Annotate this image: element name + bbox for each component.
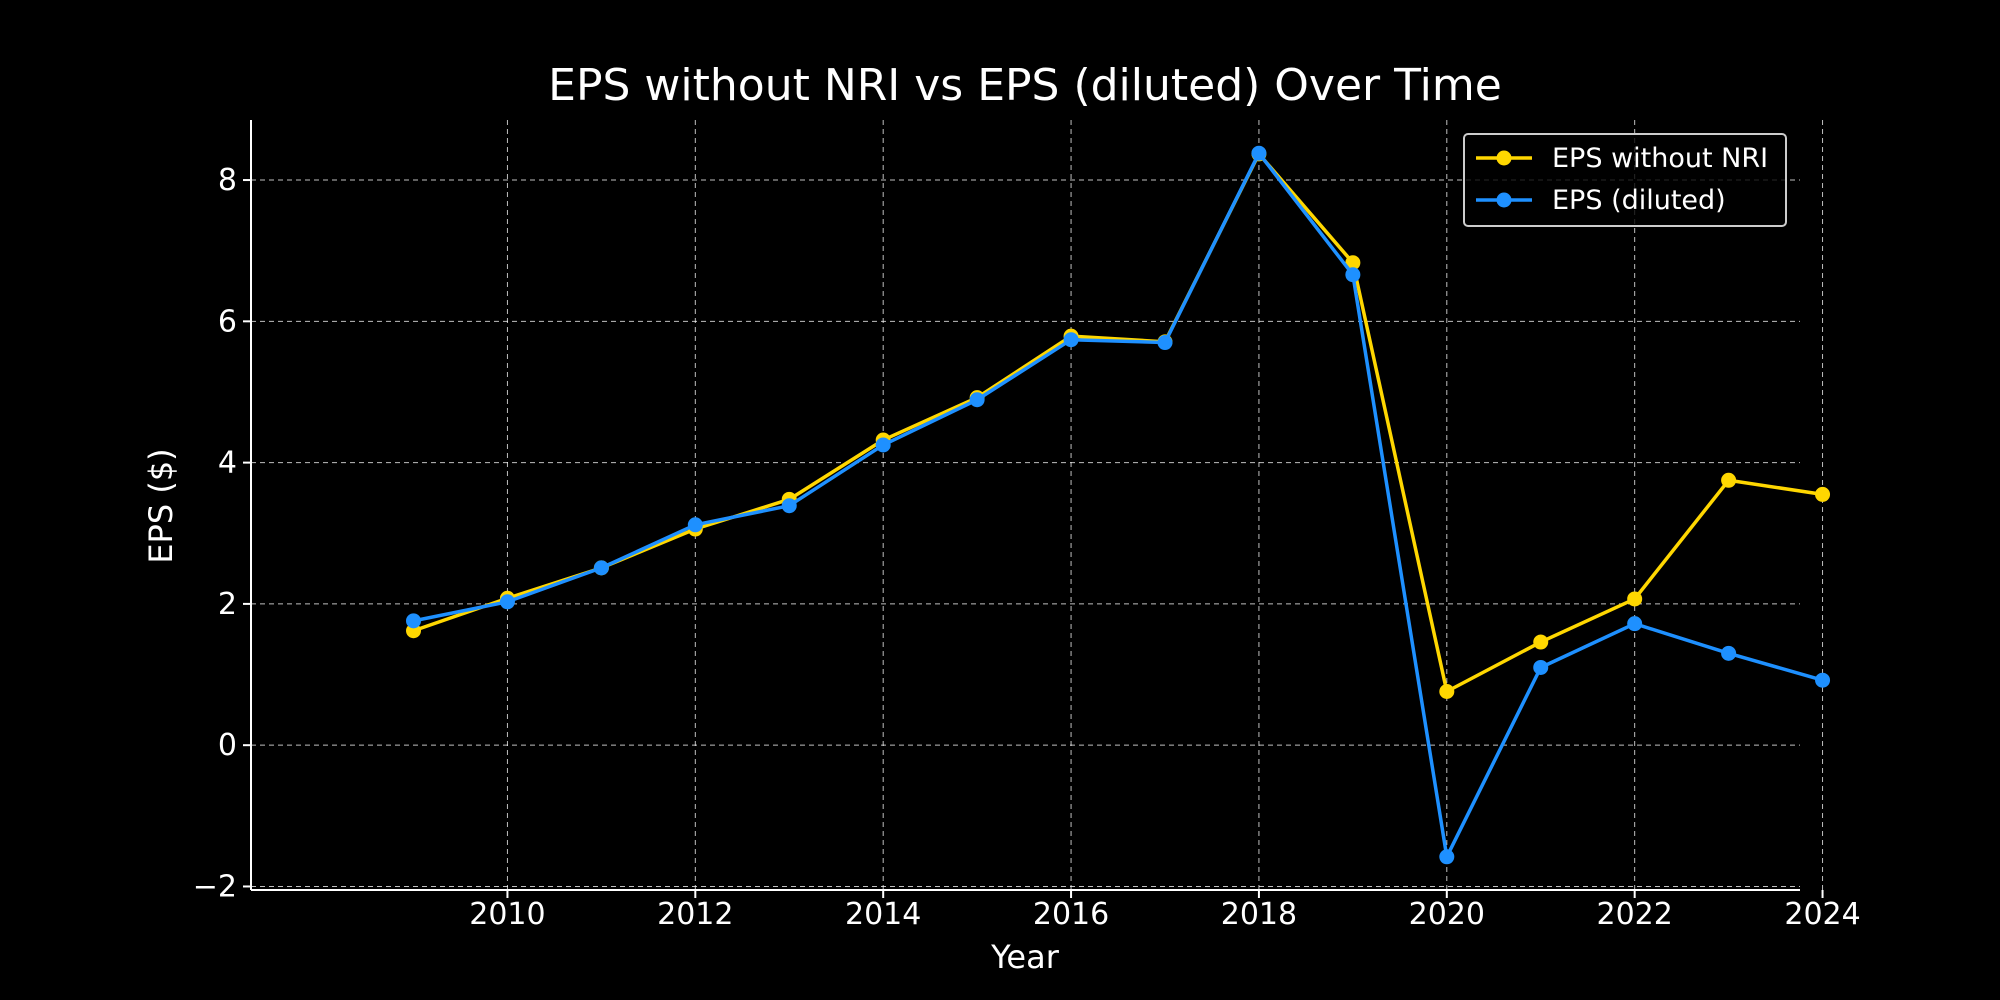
axes: 2010 2012 2014 2016 2018 2020 2022 2024 −2 0 2 4 6 8 xyxy=(193,120,1861,932)
x-axis-label: Year xyxy=(990,938,1060,976)
data-point-series-2 xyxy=(1627,616,1643,632)
legend-box xyxy=(1463,133,1787,227)
y-tick-label: 6 xyxy=(218,304,237,339)
y-tick-label: 2 xyxy=(218,587,237,622)
legend: EPS without NRI EPS (diluted) xyxy=(1463,133,1787,227)
legend-swatch-marker xyxy=(1496,150,1512,166)
legend-label: EPS (diluted) xyxy=(1552,185,1726,216)
data-point-series-1 xyxy=(1815,486,1831,502)
chart-title: EPS without NRI vs EPS (diluted) Over Ti… xyxy=(548,60,1502,111)
data-point-series-1 xyxy=(1533,634,1549,650)
data-point-series-2 xyxy=(1345,267,1361,283)
legend-label: EPS without NRI xyxy=(1552,143,1768,174)
y-tick-label: 0 xyxy=(218,728,237,763)
data-point-series-2 xyxy=(1063,332,1079,348)
data-point-series-1 xyxy=(1627,591,1643,607)
data-point-series-2 xyxy=(687,517,703,533)
y-axis-label: EPS ($) xyxy=(142,448,180,563)
x-tick-label: 2020 xyxy=(1409,897,1485,932)
series-line-1 xyxy=(412,152,1823,694)
data-point-series-2 xyxy=(1815,672,1831,688)
x-tick-label: 2016 xyxy=(1033,897,1109,932)
series-line-2 xyxy=(413,151,1824,859)
x-tick-label: 2014 xyxy=(845,897,921,932)
x-tick-label: 2024 xyxy=(1784,897,1860,932)
data-point-series-1 xyxy=(1439,683,1455,699)
data-point-series-2 xyxy=(1533,659,1549,675)
x-tick-label: 2022 xyxy=(1596,897,1672,932)
y-tick-label: 4 xyxy=(218,446,237,481)
data-point-series-2 xyxy=(1439,849,1455,865)
y-tick-label: 8 xyxy=(218,163,237,198)
data-point-series-2 xyxy=(406,613,422,629)
x-tick-label: 2012 xyxy=(657,897,733,932)
data-point-series-2 xyxy=(593,560,609,576)
y-tick-label: −2 xyxy=(193,869,237,904)
data-point-series-2 xyxy=(781,498,797,514)
data-point-series-2 xyxy=(1157,335,1173,351)
data-point-series-2 xyxy=(1251,145,1267,161)
data-point-series-1 xyxy=(1345,255,1361,271)
x-tick-label: 2010 xyxy=(469,897,545,932)
legend-swatch-marker xyxy=(1496,192,1512,208)
data-point-series-2 xyxy=(875,437,891,453)
grid xyxy=(251,120,1824,890)
data-point-series-2 xyxy=(499,594,515,610)
data-point-series-2 xyxy=(1721,645,1737,661)
data-point-series-1 xyxy=(1721,472,1737,488)
series xyxy=(406,145,1831,865)
x-tick-label: 2018 xyxy=(1221,897,1297,932)
data-point-series-2 xyxy=(969,392,985,408)
